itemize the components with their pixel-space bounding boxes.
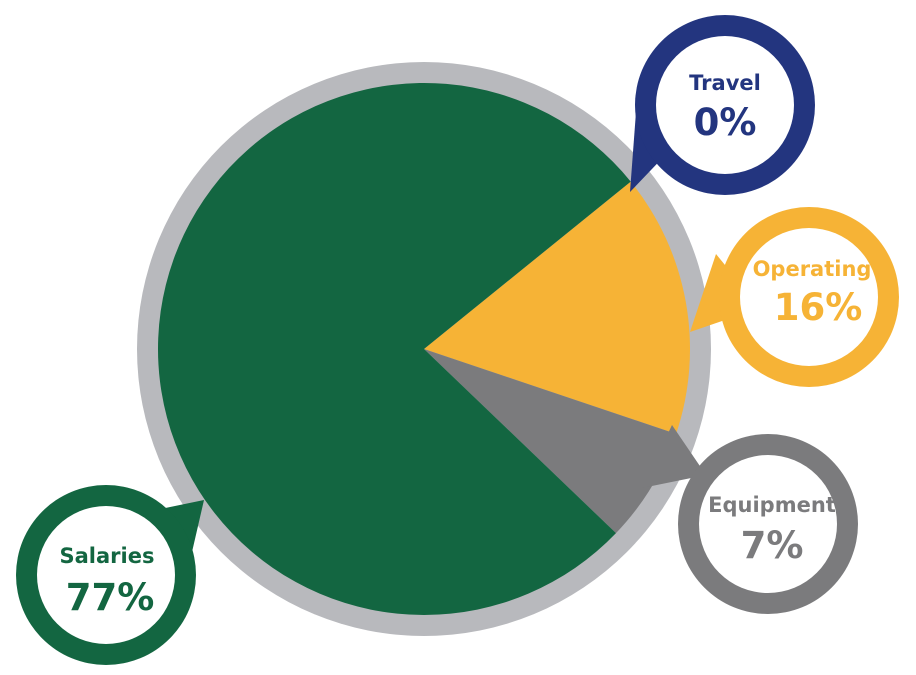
- slice-label-equipment: Equipment: [708, 493, 836, 517]
- slice-label-travel: Travel: [689, 71, 761, 95]
- slice-value-travel: 0%: [694, 101, 757, 144]
- callout-travel: Travel 0%: [630, 15, 815, 195]
- slice-value-operating: 16%: [774, 286, 863, 329]
- pie-slice-equipment: [424, 349, 677, 534]
- callout-inner-equipment: [699, 455, 837, 593]
- callout-operating: Operating 16%: [690, 207, 899, 387]
- slice-label-salaries: Salaries: [60, 544, 155, 568]
- callout-tail-equipment: [642, 425, 706, 488]
- callout-salaries: Salaries 77%: [16, 485, 204, 665]
- callout-inner-salaries: [37, 506, 175, 644]
- callout-inner-travel: [656, 36, 794, 174]
- callout-inner-operating: [740, 228, 878, 366]
- pie-slice-salaries: [158, 83, 631, 615]
- slice-label-operating: Operating: [753, 257, 872, 281]
- pie-slice-operating: [424, 181, 690, 434]
- callout-equipment: Equipment 7%: [642, 425, 858, 614]
- slice-value-equipment: 7%: [741, 524, 804, 567]
- pie-slices: [158, 83, 690, 615]
- slice-value-salaries: 77%: [66, 576, 155, 619]
